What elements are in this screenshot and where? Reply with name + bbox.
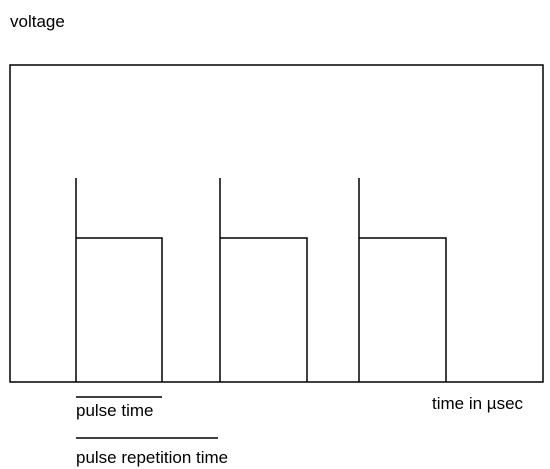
- pulse: [358, 178, 447, 382]
- x-axis-label: time in µsec: [432, 394, 524, 413]
- pulse: [75, 178, 163, 382]
- frame: [9, 64, 544, 383]
- pulse-time-label: pulse time: [76, 401, 153, 420]
- pulse-repetition-label: pulse repetition time: [76, 448, 228, 467]
- pulse: [219, 178, 308, 382]
- y-axis-label: voltage: [10, 12, 65, 31]
